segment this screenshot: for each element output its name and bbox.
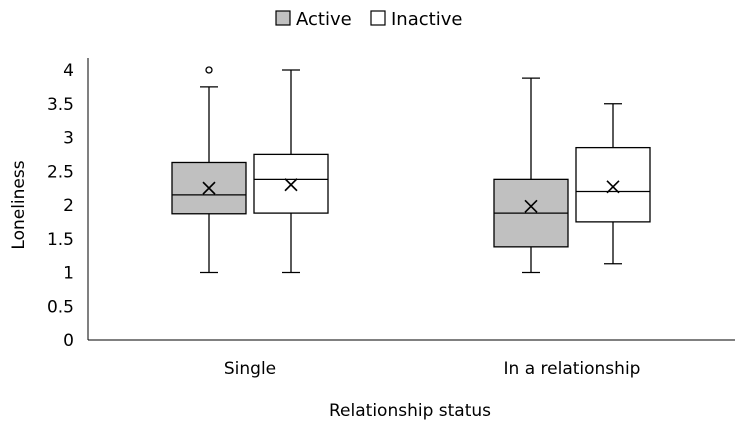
y-tick-label: 1.5 — [47, 230, 74, 250]
box-inactive-0 — [253, 69, 329, 274]
box-inactive-1 — [575, 103, 651, 265]
box-active-0 — [171, 66, 247, 274]
legend-label-active: Active — [296, 9, 352, 30]
axes: 0 0.5 1 1.5 2 2.5 3 3.5 4 Single In a relationship — [47, 58, 735, 379]
y-axis-title: Loneliness — [9, 160, 29, 249]
x-tick-label: Single — [224, 359, 276, 379]
legend-swatch-inactive — [370, 10, 386, 26]
y-tick-label: 2.5 — [47, 162, 74, 182]
y-tick-label: 1 — [63, 264, 74, 284]
iqr-box — [575, 146, 651, 223]
box-active-1 — [493, 77, 569, 274]
iqr-box — [171, 161, 247, 215]
mean-marker — [284, 178, 298, 192]
outlier-point — [205, 66, 213, 74]
mean-marker — [524, 199, 538, 213]
y-tick-label: 3 — [63, 129, 74, 149]
mean-marker — [606, 180, 620, 194]
mean-marker — [202, 181, 216, 195]
y-tick-label: 0 — [63, 331, 74, 351]
legend: Active Inactive — [275, 9, 462, 30]
y-tick-label: 0.5 — [47, 297, 74, 317]
x-axis-title: Relationship status — [329, 401, 491, 421]
y-tick-label: 3.5 — [47, 95, 74, 115]
y-tick-label: 2 — [63, 196, 74, 216]
y-tick-label: 4 — [63, 61, 74, 81]
legend-label-inactive: Inactive — [391, 9, 462, 30]
x-tick-label: In a relationship — [504, 359, 641, 379]
boxes — [171, 66, 651, 274]
legend-swatch-active — [275, 10, 291, 26]
